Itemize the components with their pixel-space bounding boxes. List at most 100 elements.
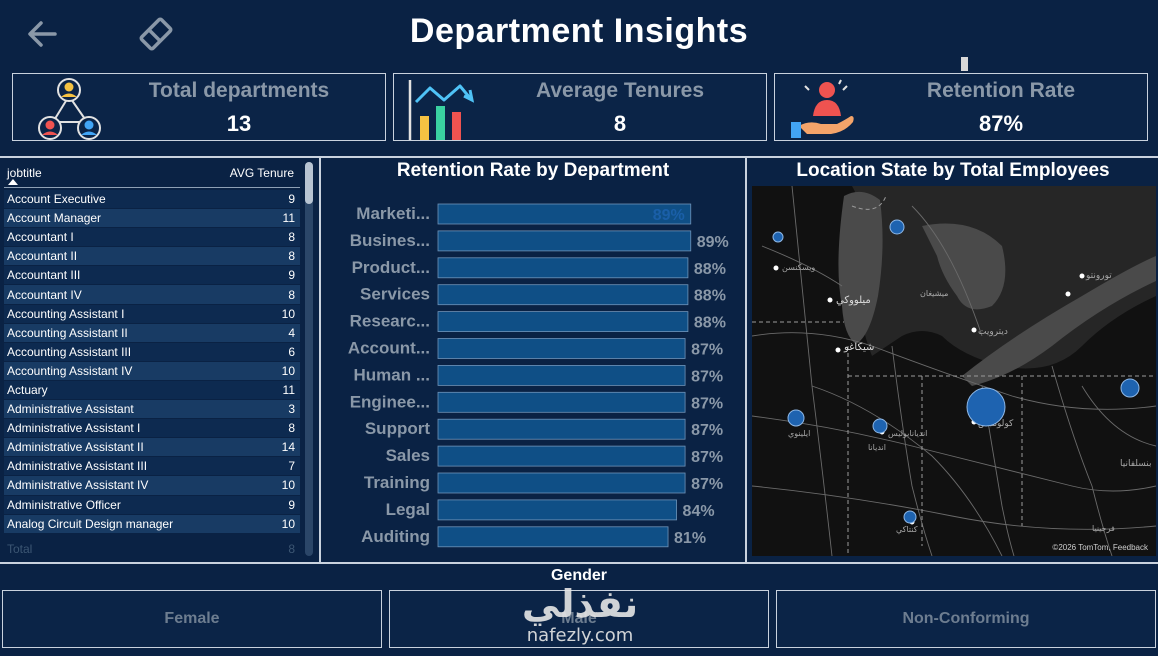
- row-avg-tenure: 11: [282, 211, 295, 226]
- eraser-icon: [139, 17, 173, 51]
- map-bubble[interactable]: [772, 231, 784, 243]
- map-svg: ميلووكي شيكاغو ديترويت ويسكنسن تورونتو م…: [751, 185, 1157, 557]
- table-row[interactable]: Accountant III 9: [4, 266, 300, 286]
- sort-ascending-icon[interactable]: [8, 179, 18, 185]
- bar-value-label: 87%: [691, 368, 723, 385]
- clear-filters-button[interactable]: [134, 12, 178, 56]
- back-button[interactable]: [20, 12, 64, 56]
- row-avg-tenure: 10: [281, 363, 295, 378]
- map-bubble[interactable]: [903, 510, 917, 524]
- map-bubble[interactable]: [787, 409, 805, 427]
- map-bubble[interactable]: [872, 418, 888, 434]
- row-jobtitle: Account Manager: [7, 211, 102, 226]
- row-jobtitle: Administrative Officer: [7, 497, 121, 512]
- table-row[interactable]: Administrative Assistant III 7: [4, 457, 300, 477]
- table-row[interactable]: Accounting Assistant IV 10: [4, 361, 300, 381]
- bar-value-label: 88%: [694, 288, 726, 305]
- table-row[interactable]: Analog Circuit Design manager 10: [4, 514, 300, 534]
- bar-category-label: Legal: [386, 500, 430, 519]
- row-jobtitle: Accountant II: [7, 249, 78, 264]
- table-header: jobtitle AVG Tenure: [4, 160, 300, 188]
- city-label: ديترويت: [978, 327, 1008, 337]
- bar-chart-plot: Marketi... 89% Busines... 89% Product... 88% S…: [348, 203, 729, 548]
- bar[interactable]: [437, 391, 686, 413]
- bar[interactable]: [437, 230, 692, 252]
- table-body: Account Executive 9 Account Manager 11 Accou…: [4, 190, 300, 544]
- table-row[interactable]: Accounting Assistant II 4: [4, 323, 300, 343]
- bar[interactable]: [437, 499, 677, 521]
- bar-value-label: 89%: [697, 234, 729, 251]
- location-map: Location State by Total Employees: [748, 158, 1158, 562]
- row-jobtitle: Accounting Assistant IV: [7, 363, 133, 378]
- table-row[interactable]: Account Executive 9: [4, 190, 300, 210]
- row-avg-tenure: 8: [288, 287, 295, 302]
- hand-person-icon: [791, 79, 854, 138]
- gender-option-female[interactable]: Female: [2, 590, 382, 648]
- bar-category-label: Product...: [352, 258, 430, 277]
- slicer-handle[interactable]: [961, 57, 968, 71]
- table-row[interactable]: Administrative Assistant II 14: [4, 438, 300, 458]
- column-header-jobtitle[interactable]: jobtitle: [7, 166, 42, 180]
- bar[interactable]: [437, 364, 686, 386]
- bar[interactable]: [437, 418, 686, 440]
- map-canvas[interactable]: ميلووكي شيكاغو ديترويت ويسكنسن تورونتو م…: [751, 185, 1157, 557]
- city-label: ايلينوي: [788, 429, 810, 438]
- table-row[interactable]: Administrative Assistant IV 10: [4, 476, 300, 496]
- table-row[interactable]: Accountant II 8: [4, 247, 300, 267]
- table-row[interactable]: Accounting Assistant III 6: [4, 342, 300, 362]
- row-jobtitle: Accounting Assistant III: [7, 344, 132, 359]
- bar[interactable]: [437, 203, 692, 225]
- map-bubble[interactable]: [1120, 378, 1140, 398]
- scrollbar-thumb[interactable]: [305, 162, 313, 204]
- bar[interactable]: [437, 257, 689, 279]
- retention-bar-chart: Retention Rate by Department Marketi... 8…: [322, 158, 744, 562]
- row-jobtitle: Actuary: [7, 382, 48, 397]
- row-avg-tenure: 7: [288, 459, 295, 474]
- bar[interactable]: [437, 284, 689, 306]
- bar[interactable]: [437, 472, 686, 494]
- city-label: شيكاغو: [843, 342, 874, 353]
- table-row[interactable]: Accountant IV 8: [4, 285, 300, 305]
- table-row[interactable]: Administrative Officer 9: [4, 495, 300, 515]
- growth-chart-icon: [408, 80, 475, 140]
- section-divider-bottom: [0, 562, 1158, 564]
- kpi-value: 8: [613, 111, 627, 136]
- table-row[interactable]: Account Manager 11: [4, 209, 300, 229]
- gender-option-non-conforming[interactable]: Non-Conforming: [776, 590, 1156, 648]
- bar[interactable]: [437, 526, 669, 548]
- row-avg-tenure: 6: [288, 344, 295, 359]
- column-header-avg-tenure[interactable]: AVG Tenure: [229, 166, 294, 180]
- map-bubble[interactable]: [966, 387, 1006, 427]
- bar-category-label: Support: [365, 419, 430, 438]
- panel-divider-left: [319, 156, 321, 564]
- row-avg-tenure: 3: [288, 402, 295, 417]
- bar[interactable]: [437, 311, 689, 333]
- table-scrollbar[interactable]: [305, 162, 313, 556]
- bar-value-label: 88%: [694, 261, 726, 278]
- watermark-logo: نفذلي nafezly.com: [505, 582, 655, 652]
- table-row[interactable]: Administrative Assistant I 8: [4, 419, 300, 439]
- bar[interactable]: [437, 445, 686, 467]
- bar-category-label: Marketi...: [356, 204, 430, 223]
- row-jobtitle: Account Executive: [7, 192, 106, 207]
- map-credit[interactable]: ©2026 TomTom, Feedback: [1052, 543, 1148, 552]
- map-bubble[interactable]: [889, 219, 905, 235]
- row-jobtitle: Accountant IV: [7, 287, 82, 302]
- watermark-arabic: نفذلي: [521, 582, 639, 626]
- table-row[interactable]: Accountant I 8: [4, 228, 300, 248]
- row-avg-tenure: 8: [288, 421, 295, 436]
- bar-category-label: Services: [360, 285, 430, 304]
- bar-value-label: 87%: [691, 422, 723, 439]
- bar[interactable]: [437, 338, 686, 359]
- table-row[interactable]: Actuary 11: [4, 380, 300, 401]
- row-avg-tenure: 11: [282, 382, 295, 397]
- table-row[interactable]: Accounting Assistant I 10: [4, 304, 300, 324]
- page-title: Department Insights: [409, 12, 749, 50]
- bar-value-label: 81%: [674, 530, 706, 547]
- table-row[interactable]: Administrative Assistant 3: [4, 400, 300, 420]
- kpi-label: Retention Rate: [926, 79, 1076, 102]
- city-label: كولومبس: [978, 419, 1014, 429]
- gender-option-male[interactable]: Male: [389, 590, 769, 648]
- row-jobtitle: Analog Circuit Design manager: [7, 516, 174, 531]
- kpi-average-tenures: Average Tenures 8: [393, 73, 767, 141]
